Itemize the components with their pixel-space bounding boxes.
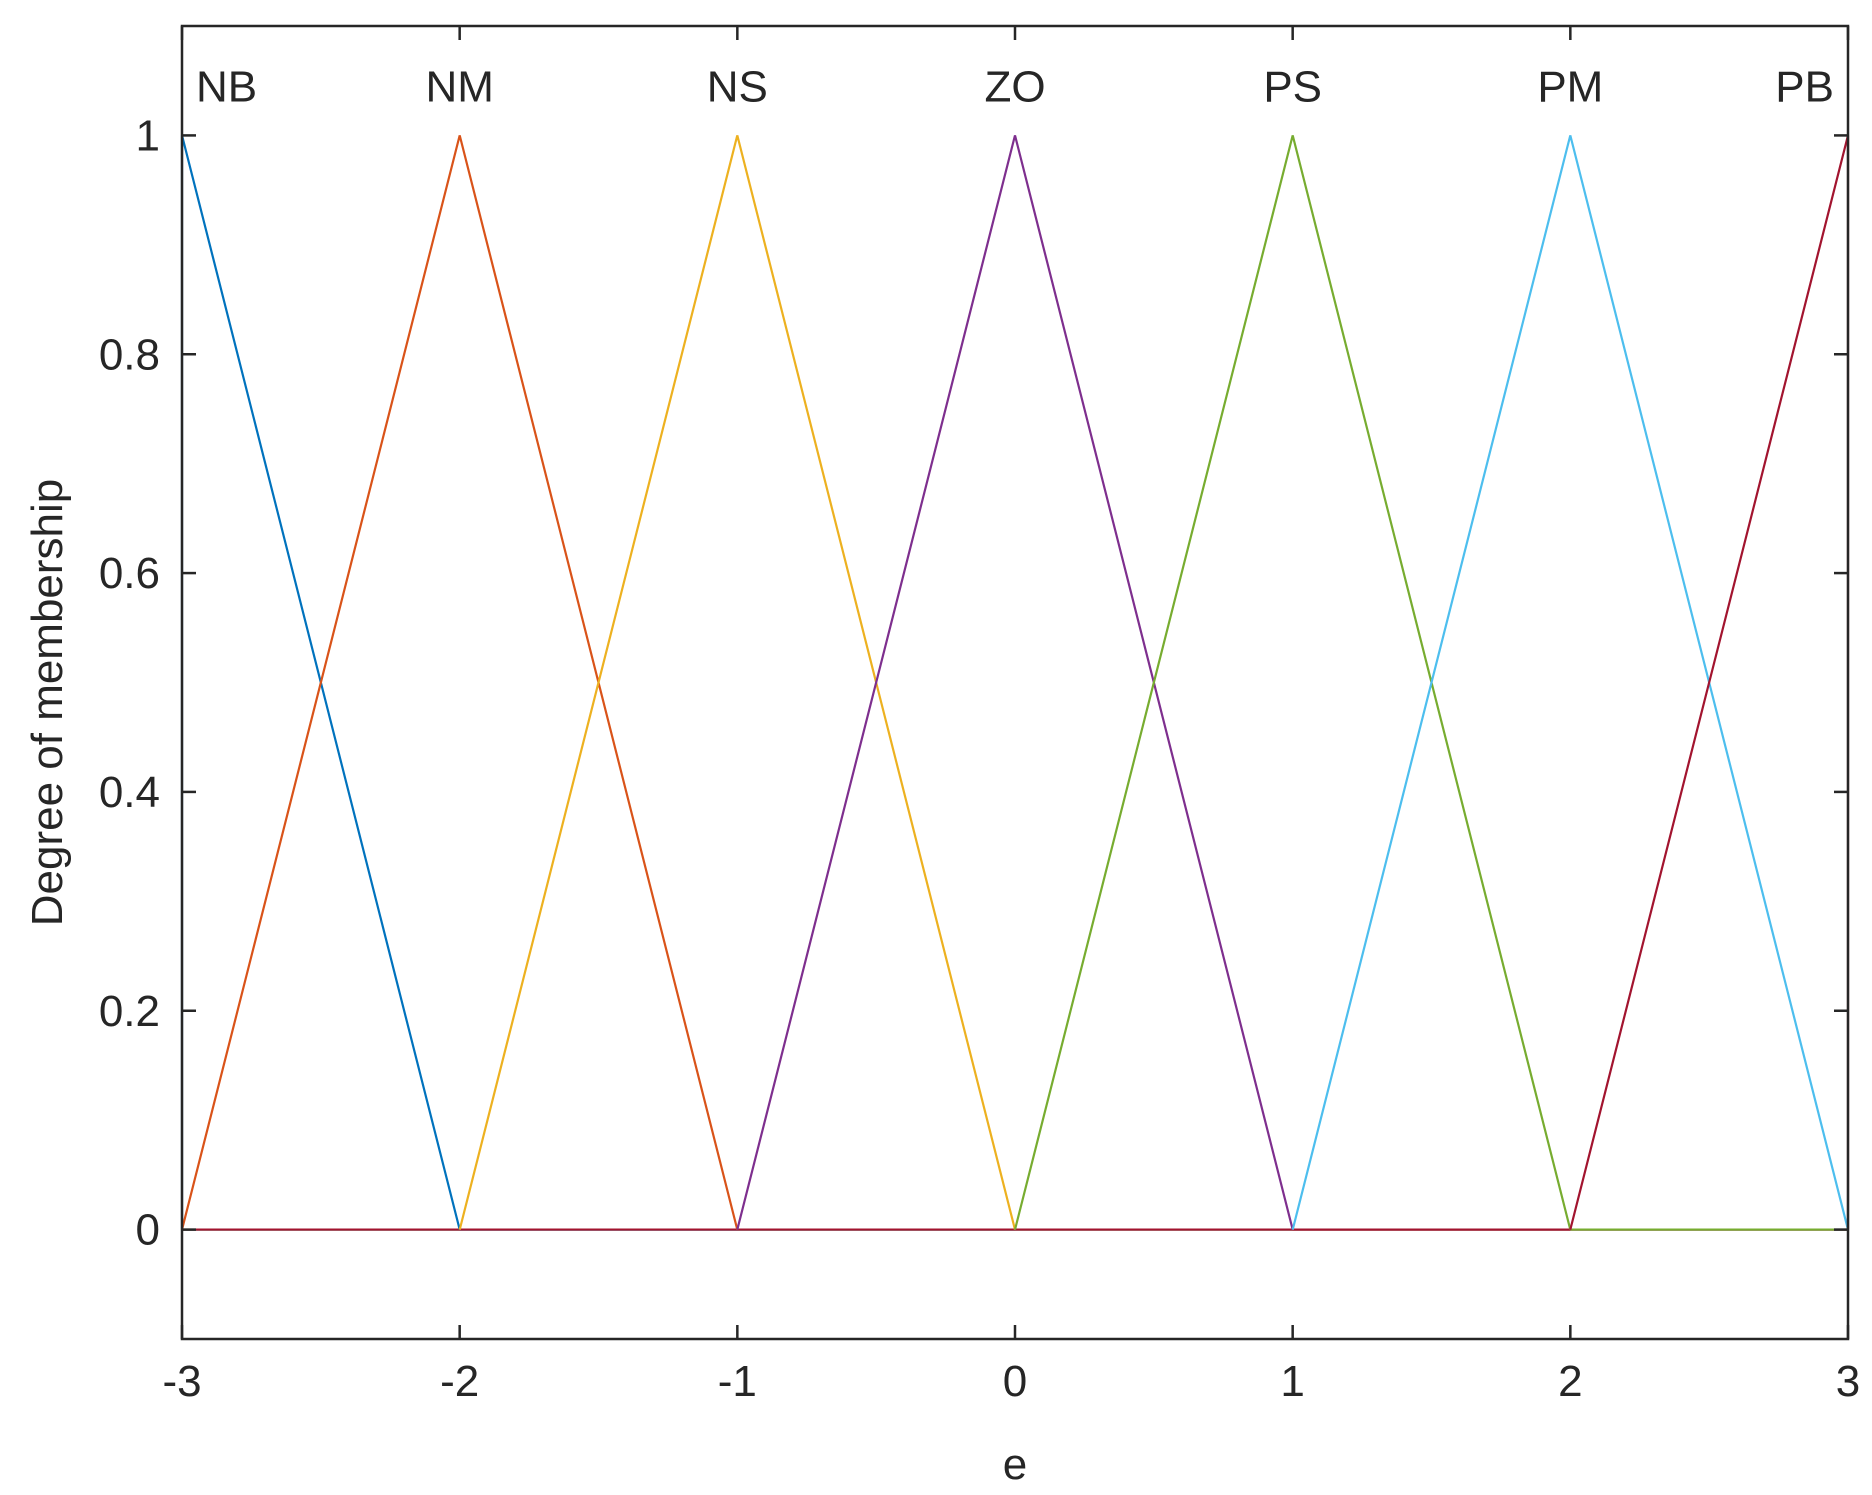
mf-label-nm: NM bbox=[425, 62, 493, 111]
series-line-zo bbox=[736, 135, 1294, 1230]
y-tick-label: 0.4 bbox=[99, 768, 160, 817]
y-tick-label: 0.2 bbox=[99, 987, 160, 1036]
plot-area-frame bbox=[180, 24, 1850, 1341]
y-tick-label: 0.6 bbox=[99, 549, 160, 598]
y-tick-label: 1 bbox=[136, 111, 160, 160]
x-tick-label: 2 bbox=[1558, 1357, 1582, 1406]
x-tick-label: 1 bbox=[1280, 1357, 1304, 1406]
y-tick-label: 0 bbox=[136, 1206, 160, 1255]
membership-labels-layer: NB NM NS ZO PS PM PB bbox=[196, 62, 1834, 111]
mf-label-zo: ZO bbox=[984, 62, 1045, 111]
mf-label-pm: PM bbox=[1537, 62, 1603, 111]
y-axis-label: Degree of membership bbox=[23, 479, 72, 927]
x-axis-label: e bbox=[1003, 1440, 1027, 1489]
series-line-nm bbox=[180, 135, 739, 1230]
mf-label-ns: NS bbox=[707, 62, 768, 111]
x-tick-label: -3 bbox=[162, 1357, 201, 1406]
series-line-ns bbox=[458, 135, 1017, 1230]
ticks-layer: -3 -2 -1 0 1 2 3 0 0.2 0.4 0.6 0.8 1 bbox=[99, 26, 1860, 1406]
mf-label-nb: NB bbox=[196, 62, 257, 111]
series-line-ps bbox=[1013, 135, 1572, 1230]
x-tick-label: -2 bbox=[440, 1357, 479, 1406]
x-tick-label: -1 bbox=[718, 1357, 757, 1406]
x-tick-label: 0 bbox=[1003, 1357, 1027, 1406]
mf-label-ps: PS bbox=[1263, 62, 1322, 111]
series-line-pm bbox=[1291, 135, 1850, 1230]
mf-label-pb: PB bbox=[1775, 62, 1834, 111]
series-layer bbox=[180, 135, 1850, 1230]
y-tick-label: 0.8 bbox=[99, 330, 160, 379]
x-tick-label: 3 bbox=[1836, 1357, 1860, 1406]
